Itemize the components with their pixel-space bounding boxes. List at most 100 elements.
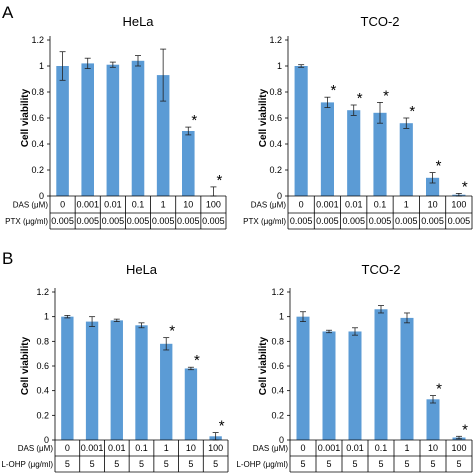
table-cell: 0.005: [421, 216, 444, 226]
table-cell: 0.01: [346, 443, 364, 453]
table-cell: 0.005: [316, 216, 339, 226]
y-tick-label: 0.6: [269, 113, 282, 123]
chart-b-tco-2: TCO-2 Cell viability 0 0.2 0.4 0.6 0.8 1 1.2 * * DA…: [236, 262, 473, 473]
y-tick-label: 0.8: [36, 336, 49, 346]
panel-label-a: A: [2, 3, 14, 22]
significance-star: *: [436, 158, 442, 175]
table-cell: 1: [404, 443, 409, 453]
significance-star: *: [383, 87, 389, 104]
significance-star: *: [169, 323, 175, 340]
significance-star: *: [191, 112, 197, 129]
table-cell: 0.01: [108, 443, 126, 453]
bar: [294, 66, 308, 196]
bar: [348, 331, 362, 440]
table-cell: 0.1: [135, 443, 148, 453]
table-cell: 0: [299, 200, 304, 210]
bar: [81, 63, 94, 197]
table-cell: 0.001: [76, 200, 99, 210]
y-tick-label: 0.8: [271, 336, 284, 346]
significance-star: *: [357, 90, 363, 107]
y-tick-label: 1.2: [271, 287, 284, 297]
y-tick-label: 0.4: [31, 139, 44, 149]
table-cell: 5: [139, 459, 144, 469]
table-cell: 5: [65, 459, 70, 469]
table-cell: 5: [188, 459, 193, 469]
table-cell: 0.01: [345, 200, 363, 210]
table-cell: 5: [300, 459, 305, 469]
chart-a-hela: HeLa Cell viability 0 0.2 0.4 0.6 0.8 1 1.2 * * DAS…: [5, 14, 227, 230]
y-axis-label: Cell viability: [20, 88, 31, 147]
table-cell: 5: [326, 459, 331, 469]
table-row-label: DAS (μM): [18, 444, 54, 453]
table-cell: 0.1: [132, 200, 145, 210]
table-row-label: DAS (μM): [13, 201, 49, 210]
table-cell: 5: [430, 459, 435, 469]
y-tick-label: 1: [277, 61, 282, 71]
table-cell: 0: [65, 443, 70, 453]
y-tick-label: 0: [44, 435, 49, 445]
table-row-label: L-OHP (μg/ml): [1, 460, 53, 469]
significance-star: *: [219, 418, 225, 435]
table-cell: 10: [428, 200, 438, 210]
y-tick-label: 0.4: [36, 386, 49, 396]
table-cell: 0.005: [369, 216, 392, 226]
table-cell: 0.001: [318, 443, 341, 453]
y-tick-label: 0.2: [36, 410, 49, 420]
table-cell: 0.1: [374, 200, 387, 210]
y-tick-label: 0.6: [36, 361, 49, 371]
table-cell: 0.005: [102, 216, 125, 226]
bar: [296, 316, 310, 440]
y-tick-label: 1.2: [36, 287, 49, 297]
table-cell: 5: [114, 459, 119, 469]
table-cell: 0.005: [51, 216, 74, 226]
y-tick-label: 1.2: [31, 35, 44, 45]
bar: [61, 316, 74, 440]
y-tick-label: 0.2: [269, 165, 282, 175]
table-cell: 5: [456, 459, 461, 469]
bar: [322, 331, 336, 440]
table-cell: 0: [60, 200, 65, 210]
bar: [320, 102, 334, 196]
bar: [182, 131, 195, 196]
significance-star: *: [462, 178, 468, 195]
table-cell: 5: [378, 459, 383, 469]
y-tick-label: 0.4: [269, 139, 282, 149]
chart-a-tco-2: TCO-2 Cell viability 0 0.2 0.4 0.6 0.8 1 1.2 * * * *…: [243, 14, 473, 230]
table-cell: 0: [300, 443, 305, 453]
bar: [426, 177, 440, 196]
chart-b-hela: HeLa Cell viability 0 0.2 0.4 0.6 0.8 1 1.2 * * * DA…: [1, 262, 229, 473]
y-tick-label: 0.8: [31, 87, 44, 97]
bar: [400, 317, 414, 440]
panel-label-b: B: [2, 249, 13, 268]
bar: [135, 325, 148, 440]
bar: [184, 368, 198, 440]
y-tick-label: 0.6: [271, 361, 284, 371]
bar: [399, 123, 413, 196]
bar: [131, 60, 145, 196]
table-row-label: PTX (μg/ml): [243, 217, 286, 226]
table-cell: 100: [206, 200, 221, 210]
bar: [160, 343, 173, 440]
y-axis-label: Cell viability: [20, 336, 31, 395]
significance-star: *: [217, 172, 223, 189]
bar: [156, 75, 170, 196]
significance-star: *: [194, 352, 200, 369]
table-cell: 1: [161, 200, 166, 210]
y-axis-label: Cell viability: [258, 88, 269, 147]
table-cell: 0.005: [177, 216, 200, 226]
chart-title: HeLa: [126, 262, 158, 277]
bar: [110, 320, 123, 440]
y-tick-label: 1: [279, 312, 284, 322]
table-cell: 5: [90, 459, 95, 469]
table-cell: 0.005: [290, 216, 313, 226]
table-cell: 10: [428, 443, 438, 453]
table-row-label: DAS (μM): [253, 444, 289, 453]
table-cell: 5: [213, 459, 218, 469]
table-cell: 100: [208, 443, 223, 453]
table-cell: 5: [164, 459, 169, 469]
bar: [373, 112, 387, 196]
significance-star: *: [409, 103, 415, 120]
table-cell: 0.005: [448, 216, 471, 226]
bar: [106, 64, 120, 196]
